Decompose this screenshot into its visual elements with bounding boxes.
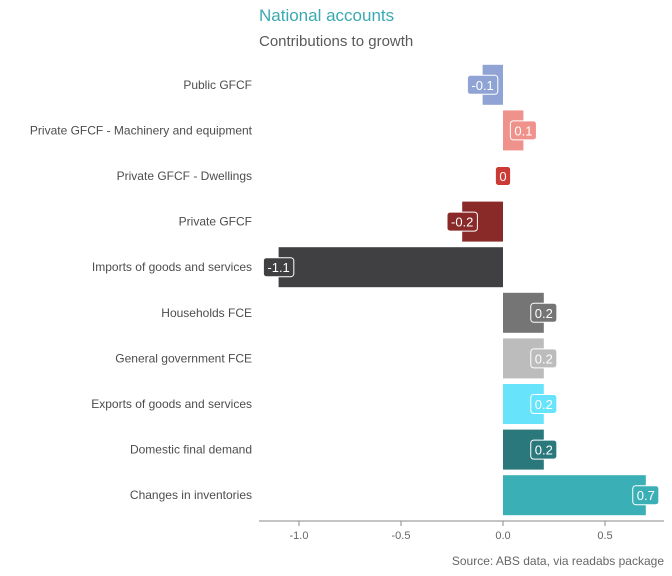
- category-label: Domestic final demand: [130, 443, 252, 457]
- x-tick-label: 0.5: [597, 530, 612, 542]
- bar-data-label: -0.2: [451, 215, 473, 230]
- bar-data-label: 0.7: [637, 488, 655, 503]
- bar-data-label-box: [530, 439, 558, 460]
- bar: [278, 247, 503, 288]
- bar-data-label-box: [466, 74, 499, 95]
- bar-data-label-box: [494, 166, 512, 186]
- x-tick-label: -1.0: [290, 530, 309, 542]
- bar-data-label: 0.2: [535, 306, 553, 321]
- chart-caption: Source: ABS data, via readabs package: [451, 554, 664, 568]
- category-label: Private GFCF: [179, 215, 252, 229]
- category-label: Changes in inventories: [130, 488, 252, 502]
- bar: [503, 475, 646, 516]
- category-label: Public GFCF: [183, 78, 252, 92]
- bar-data-label-box: [530, 394, 558, 414]
- x-tick-label: -0.5: [392, 530, 411, 542]
- chart-subtitle: Contributions to growth: [259, 33, 414, 50]
- x-tick-label: 0.0: [495, 530, 510, 542]
- category-label: Households FCE: [161, 306, 252, 320]
- bar-data-label: 0.2: [535, 397, 553, 412]
- bar-data-label: 0.2: [535, 351, 553, 366]
- chart-title: National accounts: [259, 6, 395, 25]
- bar-data-label-box: [530, 348, 558, 369]
- bar-data-label-box: [446, 211, 478, 232]
- bar-data-label: -1.1: [267, 260, 289, 275]
- bar-data-label: 0.1: [514, 123, 532, 138]
- category-label: Private GFCF - Machinery and equipment: [30, 123, 253, 137]
- bar-data-label-box: [262, 257, 295, 278]
- category-label: Exports of goods and services: [91, 397, 252, 411]
- bar-data-label-box: [632, 485, 660, 506]
- bar-data-label: 0.2: [535, 443, 553, 458]
- category-label: Private GFCF - Dwellings: [117, 169, 252, 183]
- category-label: Imports of goods and services: [92, 260, 252, 274]
- bar-data-label-box: [509, 120, 537, 141]
- bar-data-label: -0.1: [471, 78, 493, 93]
- bar-data-label: 0: [499, 169, 506, 184]
- category-label: General government FCE: [115, 351, 252, 365]
- bar-data-label-box: [530, 302, 558, 323]
